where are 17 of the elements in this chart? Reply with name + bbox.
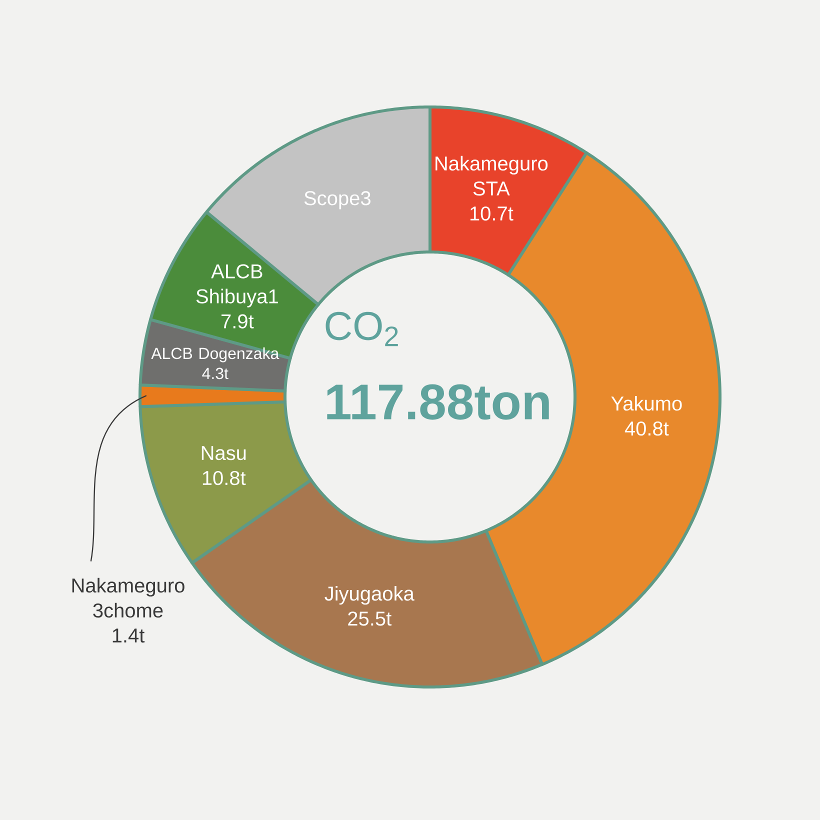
- slice-label: ALCB Shibuya1: [196, 264, 278, 308]
- data-label: 40.8t: [624, 421, 669, 436]
- data-label: 10.8t: [202, 470, 246, 486]
- data-label: 25.5t: [348, 612, 392, 626]
- text: CO$_{2}$: [326, 312, 398, 346]
- slice-label: Nakameguro 3chome: [72, 578, 184, 618]
- slice-label: ALCB Dogenzaka: [151, 347, 280, 362]
- slice-label: Nakameguro STA: [436, 156, 548, 196]
- data-label: 7.9t: [222, 314, 254, 328]
- data-label: 10.7t: [470, 206, 514, 221]
- slice-label: Jiyugaoka: [324, 586, 414, 605]
- data-label: 1.4t: [112, 628, 145, 643]
- slice-label: Nasu: [202, 446, 246, 460]
- data-label: 4.3t: [202, 368, 228, 380]
- slice-label: Scope3: [304, 191, 370, 210]
- text: 117.88ton: [327, 384, 549, 420]
- slice-label: Yakumo: [611, 396, 682, 411]
